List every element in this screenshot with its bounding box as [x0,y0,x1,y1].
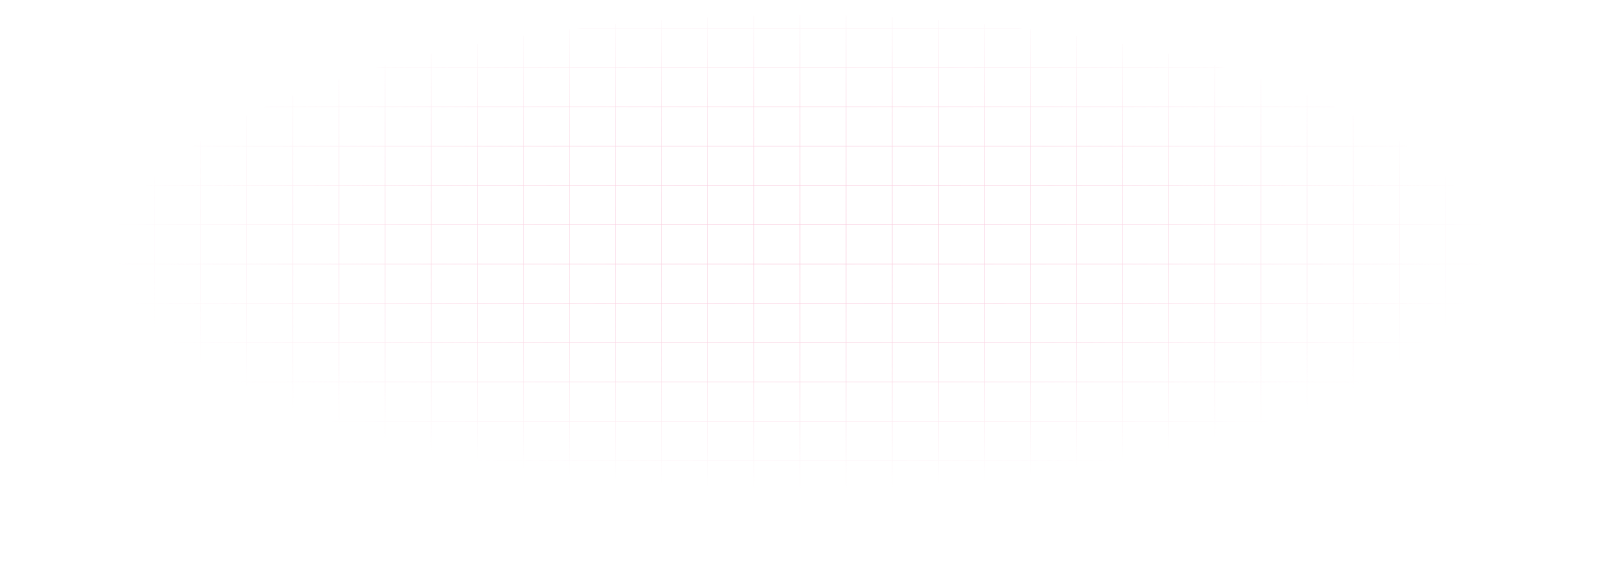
grid-background [0,0,1600,570]
grid-lines [0,0,1600,570]
